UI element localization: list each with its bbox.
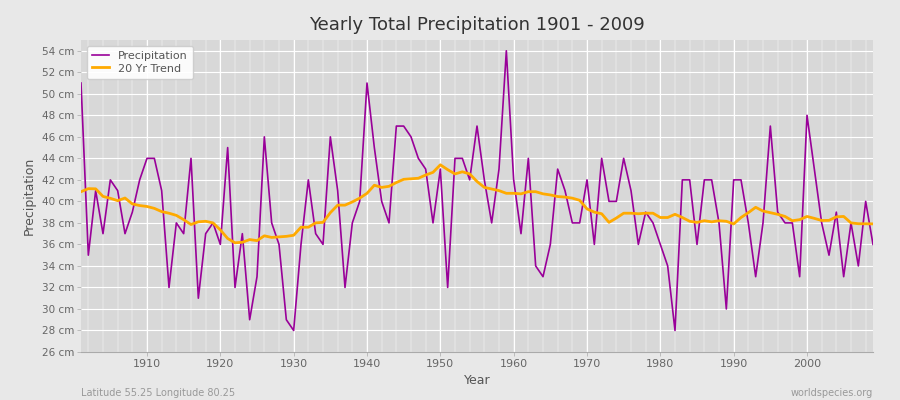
20 Yr Trend xyxy=(516,192,526,196)
Precipitation xyxy=(346,220,357,225)
20 Yr Trend xyxy=(303,225,314,230)
Precipitation xyxy=(868,242,878,247)
Precipitation xyxy=(523,156,534,161)
Text: worldspecies.org: worldspecies.org xyxy=(791,388,873,398)
20 Yr Trend xyxy=(523,189,534,194)
20 Yr Trend xyxy=(76,189,86,194)
Precipitation xyxy=(516,231,526,236)
20 Yr Trend xyxy=(346,200,357,204)
Line: 20 Yr Trend: 20 Yr Trend xyxy=(81,165,873,243)
Precipitation xyxy=(288,328,299,333)
Text: Latitude 55.25 Longitude 80.25: Latitude 55.25 Longitude 80.25 xyxy=(81,388,235,398)
Title: Yearly Total Precipitation 1901 - 2009: Yearly Total Precipitation 1901 - 2009 xyxy=(309,16,645,34)
Precipitation xyxy=(134,178,145,182)
20 Yr Trend xyxy=(134,203,145,208)
X-axis label: Year: Year xyxy=(464,374,490,388)
20 Yr Trend xyxy=(435,162,446,167)
Precipitation xyxy=(303,178,314,182)
20 Yr Trend xyxy=(868,222,878,226)
Y-axis label: Precipitation: Precipitation xyxy=(23,157,36,235)
Precipitation xyxy=(76,81,86,86)
Precipitation xyxy=(501,48,512,53)
Legend: Precipitation, 20 Yr Trend: Precipitation, 20 Yr Trend xyxy=(86,46,193,79)
Line: Precipitation: Precipitation xyxy=(81,51,873,330)
20 Yr Trend xyxy=(230,240,240,245)
20 Yr Trend xyxy=(611,216,622,220)
Precipitation xyxy=(611,199,622,204)
